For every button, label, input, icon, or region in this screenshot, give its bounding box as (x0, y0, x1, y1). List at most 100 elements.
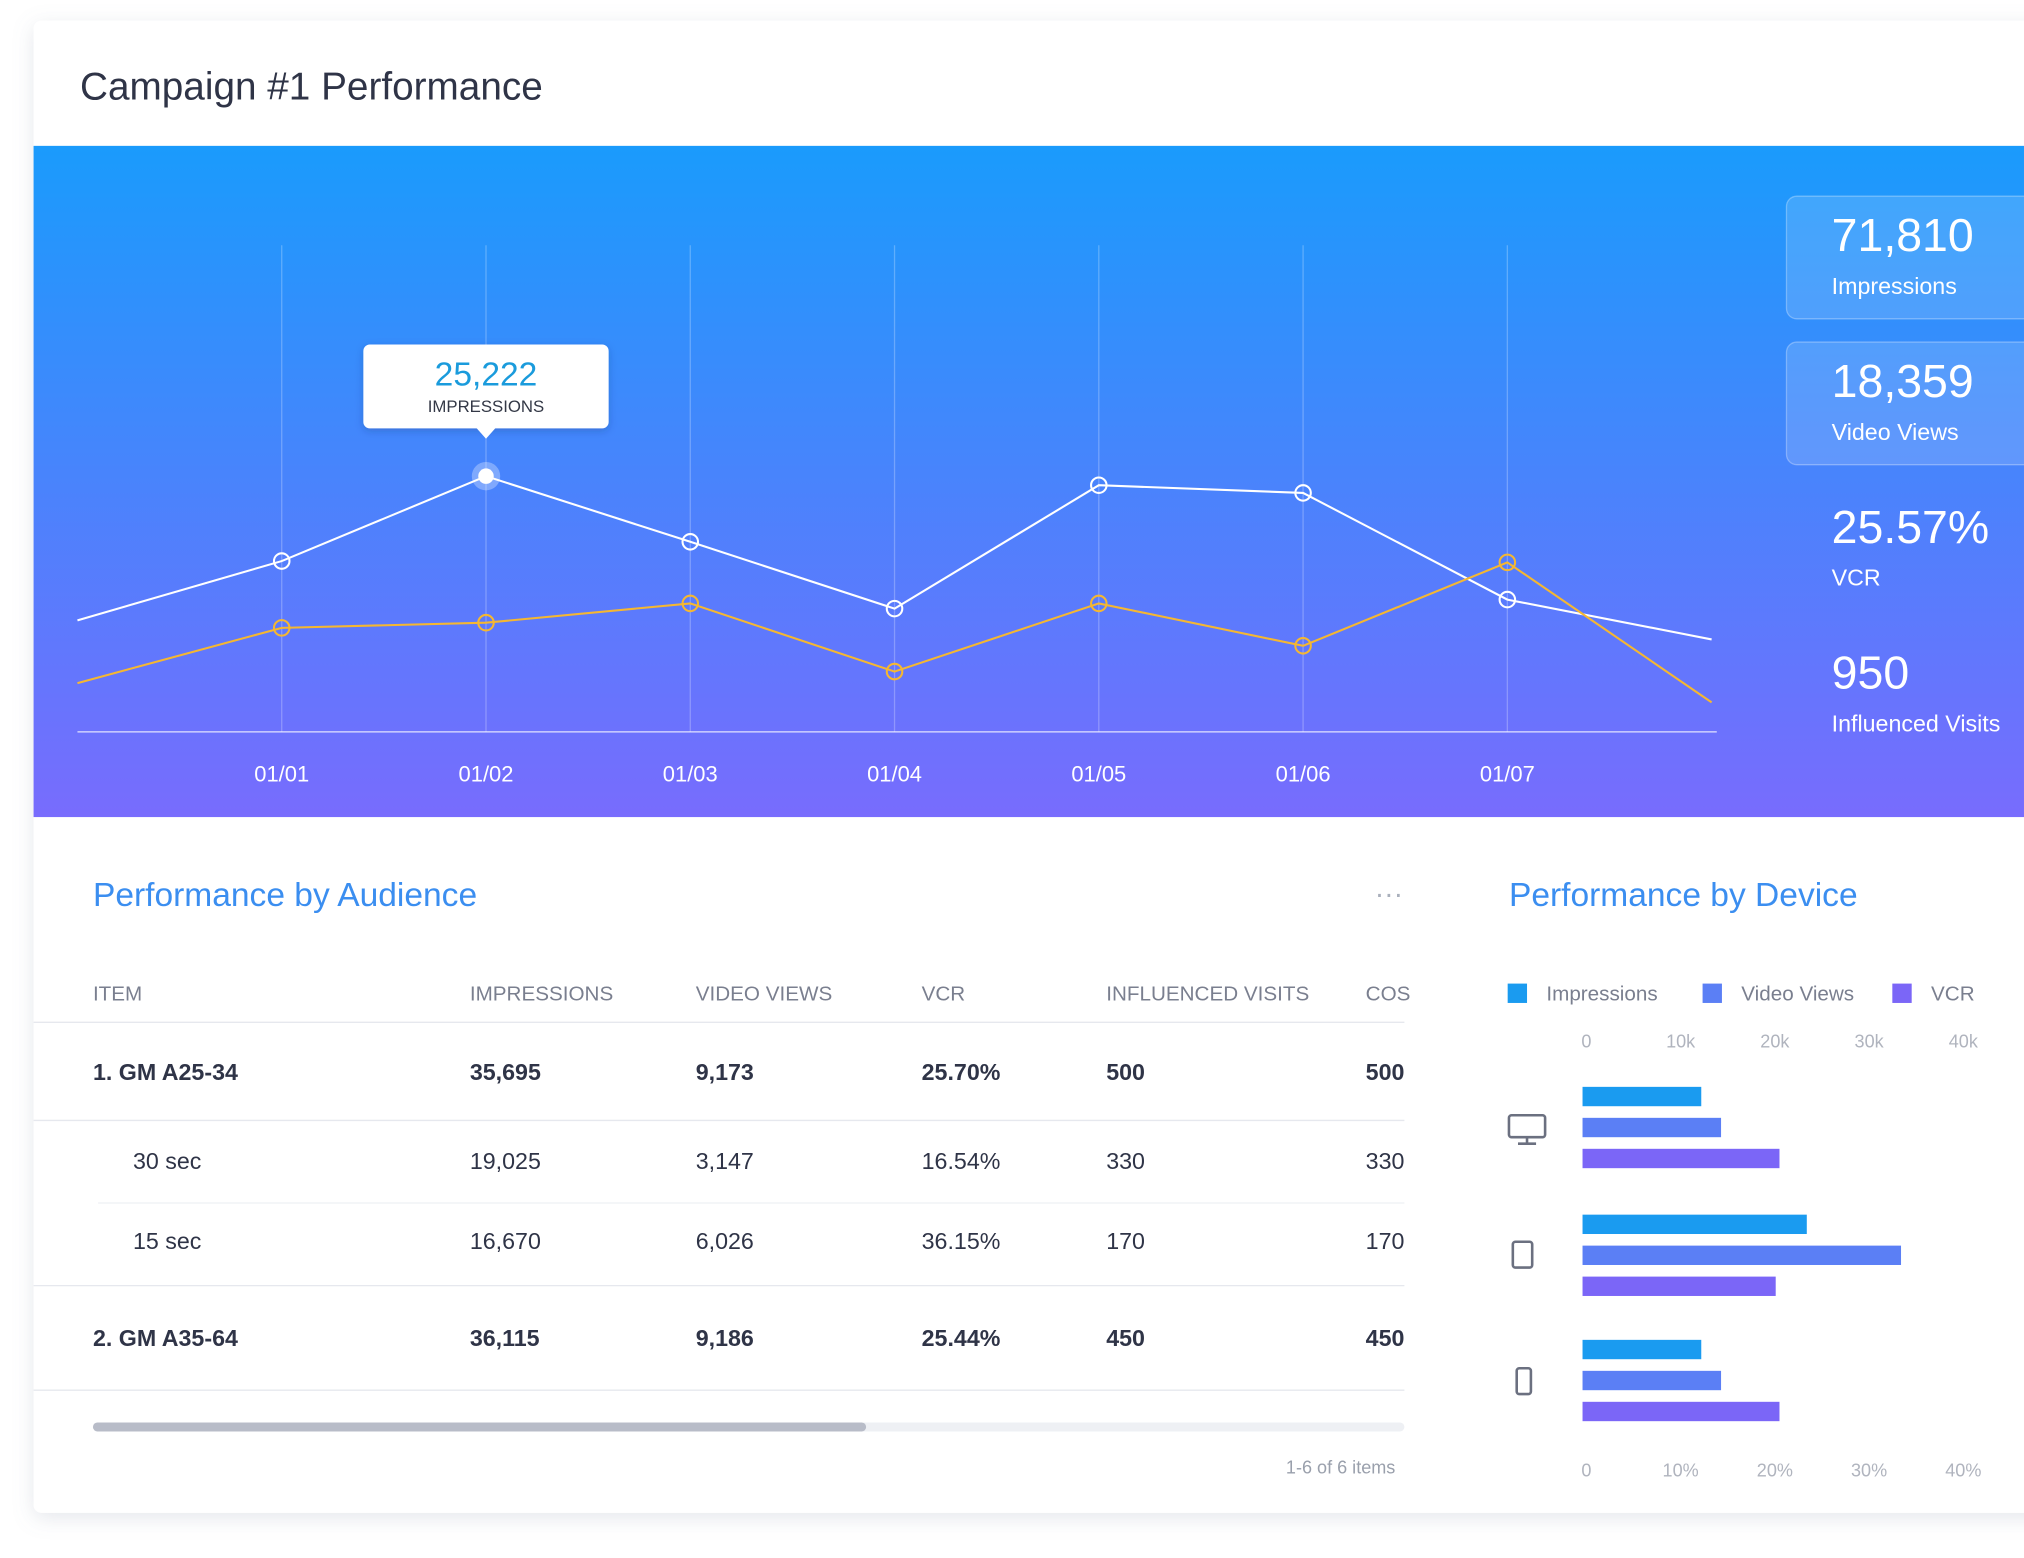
x-tick-label: 01/05 (1071, 762, 1126, 787)
table-cell: 9,173 (696, 1059, 754, 1085)
stat-card (1785, 341, 2024, 466)
page-title: Campaign #1 Performance (80, 65, 543, 108)
tooltip-label: IMPRESSIONS (428, 397, 544, 416)
point (1090, 476, 1108, 495)
point (478, 468, 494, 484)
x-tick-label: 01/06 (1276, 762, 1331, 787)
bar (1582, 1214, 1807, 1235)
table-cell: 2. GM A35-64 (93, 1325, 238, 1351)
bar (1582, 1117, 1722, 1138)
table-cell: 1. GM A25-34 (93, 1059, 238, 1085)
column-header: ITEM (93, 983, 142, 1006)
point (272, 619, 291, 637)
point (885, 662, 904, 681)
table-cell: 15 sec (133, 1228, 201, 1254)
table-cell: 330 (1106, 1148, 1145, 1174)
phone-icon (1515, 1366, 1533, 1396)
bar (1582, 1086, 1702, 1107)
bar (1582, 1276, 1776, 1296)
table-cell: 19,025 (470, 1148, 541, 1174)
table-cell: 170 (1366, 1228, 1405, 1254)
table-cell: 25.70% (922, 1059, 1001, 1085)
column-header: IMPRESSIONS (470, 983, 613, 1006)
point (885, 599, 904, 618)
bar (1582, 1370, 1722, 1391)
table-cell: 450 (1366, 1325, 1405, 1351)
x-tick-label: 01/04 (867, 762, 922, 787)
column-header: VIDEO VIEWS (696, 983, 832, 1006)
table-cell: 500 (1366, 1059, 1405, 1085)
x-tick-label: 30k (1855, 1032, 1885, 1052)
x2-tick-label: 20% (1757, 1460, 1793, 1480)
point (1090, 594, 1108, 613)
tooltip (363, 344, 609, 429)
table-cell: 16.54% (922, 1148, 1001, 1174)
legend-label: Video Views (1741, 983, 1854, 1006)
column-header: INFLUENCED VISITS (1106, 983, 1309, 1006)
series-line (77, 475, 1712, 641)
bar (1582, 1401, 1780, 1422)
bar (1582, 1245, 1902, 1265)
pagination: 1-6 of 6 items (1286, 1458, 1395, 1478)
x-tick-label: 01/01 (254, 762, 309, 787)
table-cell: 330 (1366, 1148, 1405, 1174)
series-line (77, 561, 1713, 704)
stat-label: Video Views (1832, 419, 1959, 445)
stat-value: 25.57% (1832, 501, 1990, 553)
table-cell: 6,026 (696, 1228, 754, 1254)
table-title: Performance by Audience (93, 877, 477, 914)
table-cell: 170 (1106, 1228, 1145, 1254)
x2-tick-label: 30% (1851, 1460, 1887, 1480)
legend-swatch (1892, 983, 1912, 1003)
table-cell: 450 (1106, 1325, 1145, 1351)
point (681, 594, 700, 613)
table-cell: 36,115 (470, 1325, 540, 1351)
x-tick-label: 0 (1581, 1032, 1591, 1052)
legend-swatch (1702, 983, 1722, 1003)
point (1294, 637, 1312, 655)
stat-value: 18,359 (1832, 355, 1974, 407)
legend-label: Impressions (1546, 983, 1657, 1006)
device-title: Performance by Device (1509, 877, 1858, 914)
point (477, 613, 495, 632)
x2-tick-label: 0 (1581, 1460, 1591, 1480)
bar (1582, 1339, 1702, 1360)
point (1498, 553, 1517, 572)
column-header: COS (1366, 983, 1411, 1006)
tooltip-value: 25,222 (435, 357, 538, 394)
table-cell: 36.15% (922, 1228, 1001, 1254)
point (272, 552, 291, 570)
legend-label: VCR (1931, 983, 1975, 1006)
table-cell: 30 sec (133, 1148, 201, 1174)
table-cell: 25.44% (922, 1325, 1001, 1351)
bar (1582, 1148, 1780, 1169)
x2-tick-label: 40% (1945, 1460, 1981, 1480)
table-cell: 9,186 (696, 1325, 754, 1351)
device-icons (1507, 1113, 1547, 1396)
stat-label: Impressions (1832, 273, 1957, 299)
stat-value: 950 (1832, 647, 1910, 699)
legend-swatch (1507, 983, 1528, 1003)
x-tick-label: 01/07 (1480, 762, 1535, 787)
stat-label: VCR (1832, 565, 1881, 591)
x-tick-label: 10k (1666, 1032, 1696, 1052)
stat-label: Influenced Visits (1832, 711, 2001, 737)
tooltip-pointer (475, 427, 497, 439)
point (1294, 484, 1312, 502)
x-tick-label: 01/02 (459, 762, 514, 787)
stat-value: 71,810 (1832, 209, 1974, 261)
point (681, 533, 700, 551)
x2-tick-label: 10% (1663, 1460, 1699, 1480)
scroll-thumb[interactable] (92, 1422, 867, 1432)
chart-panel (33, 145, 2024, 818)
x-tick-label: 40k (1949, 1032, 1979, 1052)
tablet-icon (1511, 1240, 1534, 1269)
more-menu[interactable]: ··· (1375, 878, 1403, 910)
table-cell: 35,695 (470, 1059, 541, 1085)
table-cell: 3,147 (696, 1148, 754, 1174)
table-cell: 500 (1106, 1059, 1145, 1085)
x-tick-label: 01/03 (663, 762, 718, 787)
stat-card (1785, 195, 2024, 320)
table-cell: 16,670 (470, 1228, 541, 1254)
